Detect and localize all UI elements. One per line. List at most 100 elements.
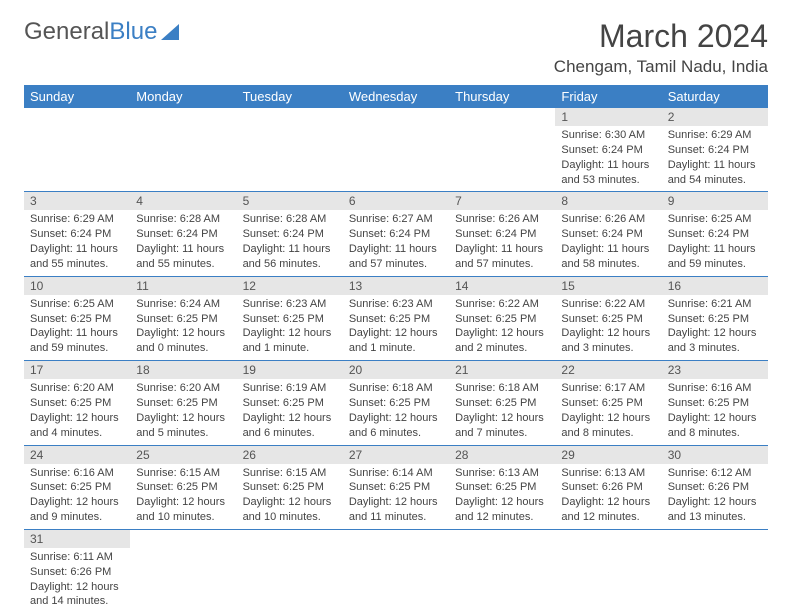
day-number: 4 <box>130 192 236 210</box>
calendar-empty-cell <box>237 108 343 192</box>
day-detail: Sunrise: 6:18 AMSunset: 6:25 PMDaylight:… <box>343 379 449 444</box>
sunset-text: Sunset: 6:26 PM <box>30 565 124 580</box>
sunrise-text: Sunrise: 6:13 AM <box>455 466 549 481</box>
sunrise-text: Sunrise: 6:28 AM <box>243 212 337 227</box>
calendar-day-cell: 17 Sunrise: 6:20 AMSunset: 6:25 PMDayligh… <box>24 361 130 445</box>
daylight-text: Daylight: 11 hours and 59 minutes. <box>30 326 124 356</box>
calendar-day-cell: 22Sunrise: 6:17 AMSunset: 6:25 PMDayligh… <box>555 361 661 445</box>
sunrise-text: Sunrise: 6:11 AM <box>30 550 124 565</box>
daylight-text: Daylight: 11 hours and 56 minutes. <box>243 242 337 272</box>
day-number: 20 <box>343 361 449 379</box>
daylight-text: Daylight: 12 hours and 10 minutes. <box>136 495 230 525</box>
sunset-text: Sunset: 6:25 PM <box>243 480 337 495</box>
calendar-day-cell: 13Sunrise: 6:23 AMSunset: 6:25 PMDayligh… <box>343 276 449 360</box>
day-number: 17 <box>24 361 130 379</box>
logo-text-blue: Blue <box>109 18 157 46</box>
calendar-day-cell: 20Sunrise: 6:18 AMSunset: 6:25 PMDayligh… <box>343 361 449 445</box>
sunrise-text: Sunrise: 6:22 AM <box>561 297 655 312</box>
sunrise-text: Sunrise: 6:29 AM <box>30 212 124 227</box>
calendar-day-cell: 19Sunrise: 6:19 AMSunset: 6:25 PMDayligh… <box>237 361 343 445</box>
calendar-day-cell: 11Sunrise: 6:24 AMSunset: 6:25 PMDayligh… <box>130 276 236 360</box>
day-number: 19 <box>237 361 343 379</box>
daylight-text: Daylight: 12 hours and 3 minutes. <box>561 326 655 356</box>
calendar-day-cell: 3Sunrise: 6:29 AMSunset: 6:24 PMDaylight… <box>24 192 130 276</box>
sunrise-text: Sunrise: 6:20 AM <box>30 381 124 396</box>
sunset-text: Sunset: 6:24 PM <box>30 227 124 242</box>
day-number: 31 <box>24 530 130 548</box>
calendar-day-cell: 30Sunrise: 6:12 AMSunset: 6:26 PMDayligh… <box>662 445 768 529</box>
day-number: 14 <box>449 277 555 295</box>
calendar-empty-cell <box>343 529 449 613</box>
day-number: 8 <box>555 192 661 210</box>
daylight-text: Daylight: 12 hours and 12 minutes. <box>455 495 549 525</box>
sunrise-text: Sunrise: 6:13 AM <box>561 466 655 481</box>
day-detail: Sunrise: 6:18 AMSunset: 6:25 PMDaylight:… <box>449 379 555 444</box>
sunset-text: Sunset: 6:25 PM <box>349 480 443 495</box>
calendar-empty-cell <box>555 529 661 613</box>
sunrise-text: Sunrise: 6:19 AM <box>243 381 337 396</box>
day-number: 18 <box>130 361 236 379</box>
sunset-text: Sunset: 6:24 PM <box>455 227 549 242</box>
calendar-day-cell: 2Sunrise: 6:29 AMSunset: 6:24 PMDaylight… <box>662 108 768 192</box>
sunrise-text: Sunrise: 6:12 AM <box>668 466 762 481</box>
day-detail: Sunrise: 6:12 AMSunset: 6:26 PMDaylight:… <box>662 464 768 529</box>
daylight-text: Daylight: 11 hours and 59 minutes. <box>668 242 762 272</box>
day-detail: Sunrise: 6:16 AMSunset: 6:25 PMDaylight:… <box>24 464 130 529</box>
day-detail: Sunrise: 6:29 AMSunset: 6:24 PMDaylight:… <box>662 126 768 191</box>
page-header: GeneralBlue March 2024 Chengam, Tamil Na… <box>24 18 768 77</box>
calendar-day-cell: 9Sunrise: 6:25 AMSunset: 6:24 PMDaylight… <box>662 192 768 276</box>
daylight-text: Daylight: 12 hours and 11 minutes. <box>349 495 443 525</box>
sunrise-text: Sunrise: 6:25 AM <box>30 297 124 312</box>
logo: GeneralBlue <box>24 18 181 46</box>
sunset-text: Sunset: 6:25 PM <box>561 396 655 411</box>
calendar-week-row: 10Sunrise: 6:25 AMSunset: 6:25 PMDayligh… <box>24 276 768 360</box>
day-detail: Sunrise: 6:25 AMSunset: 6:24 PMDaylight:… <box>662 210 768 275</box>
day-detail: Sunrise: 6:22 AMSunset: 6:25 PMDaylight:… <box>555 295 661 360</box>
calendar-head: SundayMondayTuesdayWednesdayThursdayFrid… <box>24 85 768 108</box>
day-detail: Sunrise: 6:13 AMSunset: 6:25 PMDaylight:… <box>449 464 555 529</box>
day-header: Tuesday <box>237 85 343 108</box>
daylight-text: Daylight: 12 hours and 5 minutes. <box>136 411 230 441</box>
calendar-empty-cell <box>24 108 130 192</box>
day-header: Wednesday <box>343 85 449 108</box>
day-detail: Sunrise: 6:28 AMSunset: 6:24 PMDaylight:… <box>237 210 343 275</box>
day-detail: Sunrise: 6:17 AMSunset: 6:25 PMDaylight:… <box>555 379 661 444</box>
sunrise-text: Sunrise: 6:30 AM <box>561 128 655 143</box>
day-number: 9 <box>662 192 768 210</box>
calendar-day-cell: 27Sunrise: 6:14 AMSunset: 6:25 PMDayligh… <box>343 445 449 529</box>
sunset-text: Sunset: 6:25 PM <box>455 480 549 495</box>
location-label: Chengam, Tamil Nadu, India <box>554 57 768 77</box>
month-title: March 2024 <box>554 18 768 55</box>
sunrise-text: Sunrise: 6:26 AM <box>455 212 549 227</box>
daylight-text: Daylight: 12 hours and 3 minutes. <box>668 326 762 356</box>
daylight-text: Daylight: 12 hours and 0 minutes. <box>136 326 230 356</box>
sunset-text: Sunset: 6:25 PM <box>30 396 124 411</box>
day-number: 22 <box>555 361 661 379</box>
day-detail: Sunrise: 6:20 AMSunset: 6:25 PMDaylight:… <box>130 379 236 444</box>
daylight-text: Daylight: 12 hours and 8 minutes. <box>668 411 762 441</box>
sunset-text: Sunset: 6:25 PM <box>30 312 124 327</box>
day-detail: Sunrise: 6:27 AMSunset: 6:24 PMDaylight:… <box>343 210 449 275</box>
sunset-text: Sunset: 6:24 PM <box>561 143 655 158</box>
day-detail: Sunrise: 6:14 AMSunset: 6:25 PMDaylight:… <box>343 464 449 529</box>
sunrise-text: Sunrise: 6:15 AM <box>243 466 337 481</box>
calendar-day-cell: 29Sunrise: 6:13 AMSunset: 6:26 PMDayligh… <box>555 445 661 529</box>
day-number: 23 <box>662 361 768 379</box>
day-number: 7 <box>449 192 555 210</box>
sunset-text: Sunset: 6:26 PM <box>668 480 762 495</box>
day-detail: Sunrise: 6:22 AMSunset: 6:25 PMDaylight:… <box>449 295 555 360</box>
sunrise-text: Sunrise: 6:21 AM <box>668 297 762 312</box>
sunset-text: Sunset: 6:25 PM <box>243 312 337 327</box>
sunset-text: Sunset: 6:25 PM <box>668 396 762 411</box>
day-number: 16 <box>662 277 768 295</box>
daylight-text: Daylight: 11 hours and 55 minutes. <box>30 242 124 272</box>
sunset-text: Sunset: 6:24 PM <box>668 143 762 158</box>
day-number: 11 <box>130 277 236 295</box>
sunset-text: Sunset: 6:24 PM <box>349 227 443 242</box>
daylight-text: Daylight: 12 hours and 4 minutes. <box>30 411 124 441</box>
calendar-day-cell: 14Sunrise: 6:22 AMSunset: 6:25 PMDayligh… <box>449 276 555 360</box>
daylight-text: Daylight: 11 hours and 57 minutes. <box>455 242 549 272</box>
calendar-day-cell: 4Sunrise: 6:28 AMSunset: 6:24 PMDaylight… <box>130 192 236 276</box>
calendar-empty-cell <box>130 529 236 613</box>
sunset-text: Sunset: 6:24 PM <box>668 227 762 242</box>
